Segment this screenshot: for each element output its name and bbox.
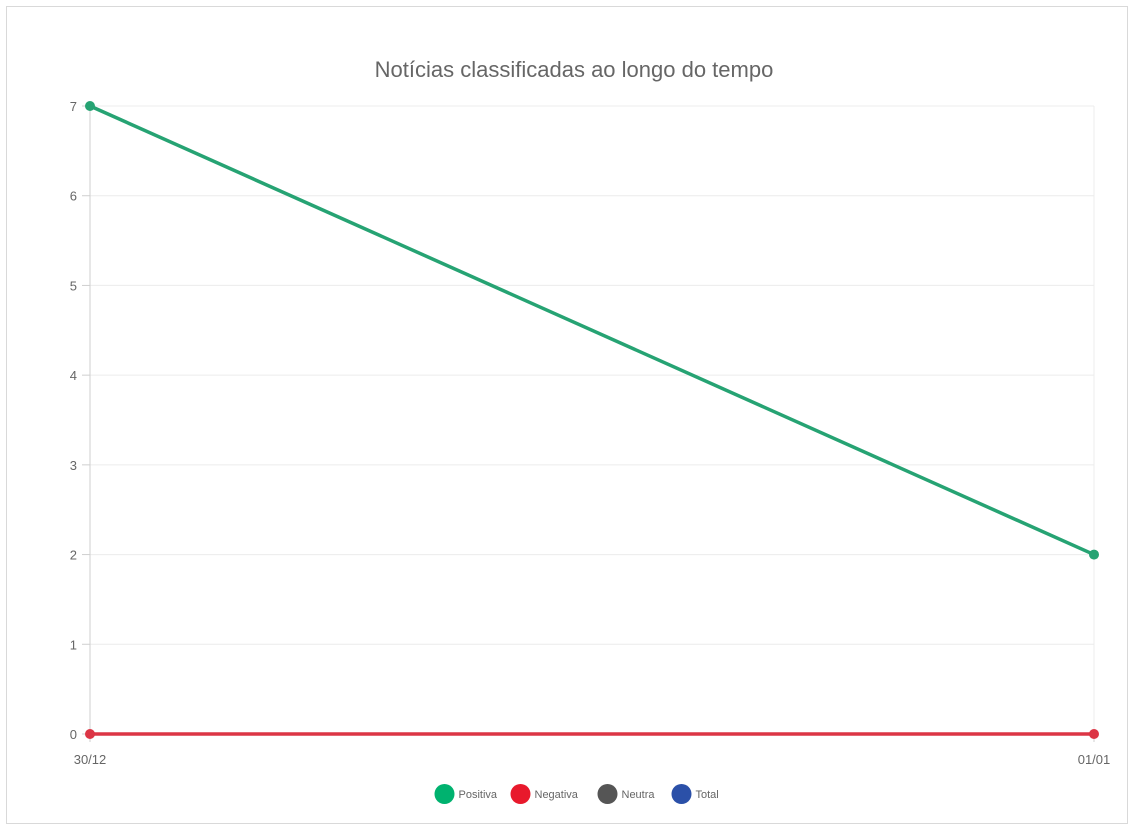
legend-label: Neutra: [622, 789, 656, 801]
grid-lines: [89, 105, 1095, 735]
legend-item-positiva[interactable]: Positiva: [434, 784, 498, 804]
series-line-positiva: [89, 104, 1095, 557]
y-tick-label: 6: [70, 189, 77, 204]
data-point-positiva[interactable]: [1089, 549, 1099, 560]
legend-item-neutra[interactable]: Neutra: [597, 784, 656, 804]
y-tick-label: 4: [70, 368, 77, 383]
legend-item-negativa[interactable]: Negativa: [510, 784, 579, 804]
y-tick-label: 2: [70, 548, 77, 563]
chart-card: [6, 6, 1128, 824]
series-layer: [85, 101, 1099, 739]
y-tick-label: 7: [70, 99, 77, 114]
legend-label: Negativa: [535, 789, 579, 801]
chart-title: Notícias classificadas ao longo do tempo: [375, 57, 774, 82]
y-tick-label: 1: [70, 637, 77, 652]
legend-swatch: [434, 784, 455, 804]
data-point-negativa[interactable]: [1089, 729, 1099, 739]
legend-item-total[interactable]: Total: [671, 784, 719, 804]
legend-swatch: [510, 784, 531, 804]
x-tick-label: 30/12: [74, 752, 107, 767]
series-positiva: [85, 101, 1099, 560]
legend-swatch: [671, 784, 692, 804]
y-tick-label: 3: [70, 458, 77, 473]
x-axis-ticks: 30/12 01/01: [74, 734, 1111, 767]
y-axis-ticks: 0 1 2 3 4 5 6 7: [70, 99, 90, 742]
series-negativa: [85, 729, 1099, 739]
data-point-positiva[interactable]: [85, 101, 95, 111]
legend[interactable]: Positiva Negativa Neutra Total: [434, 784, 719, 804]
data-point-negativa[interactable]: [85, 729, 95, 739]
legend-label: Total: [696, 789, 719, 801]
x-tick-label: 01/01: [1078, 752, 1111, 767]
legend-label: Positiva: [459, 789, 498, 801]
y-tick-label: 0: [70, 727, 77, 742]
legend-swatch: [597, 784, 618, 804]
y-tick-label: 5: [70, 278, 77, 293]
